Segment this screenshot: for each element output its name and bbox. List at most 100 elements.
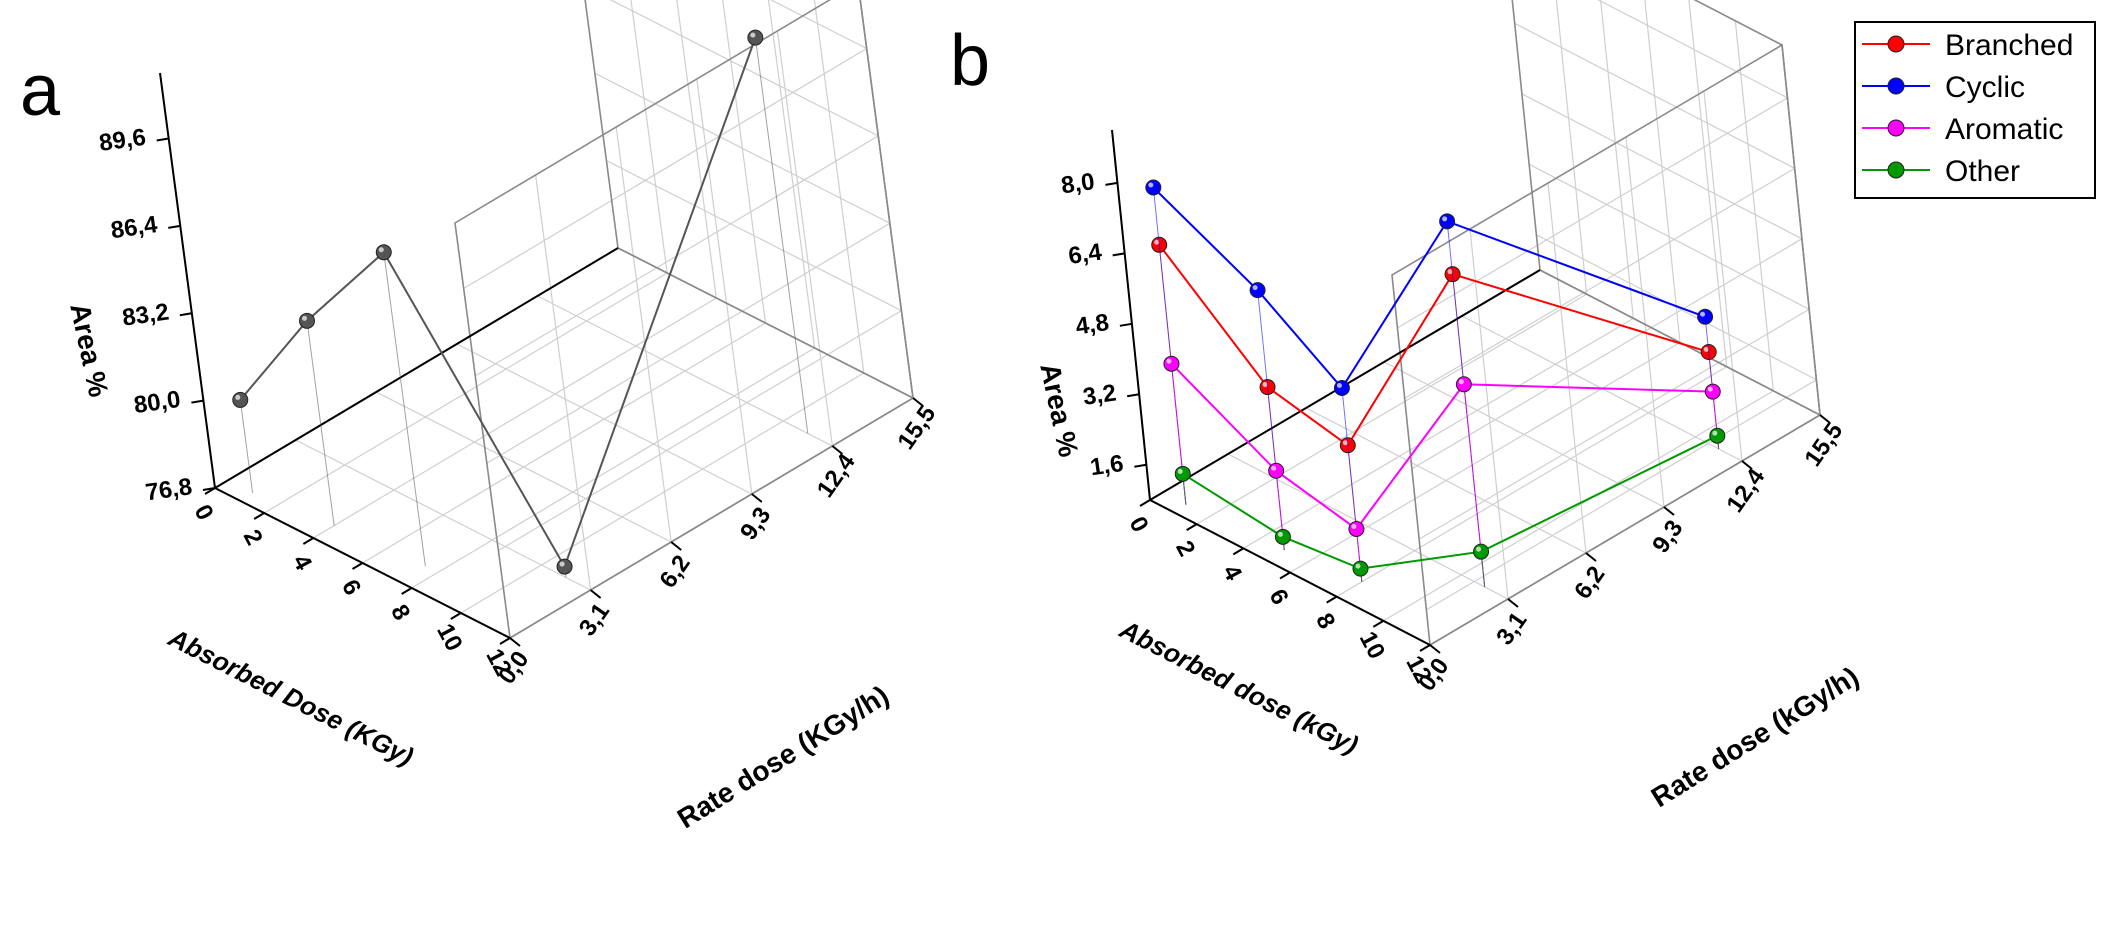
- x-tick: [1139, 499, 1151, 507]
- data-point-cyclic: [1697, 308, 1714, 325]
- data-point-aromatic: [1163, 355, 1180, 372]
- data-point-highlight: [1700, 311, 1706, 317]
- side-wall-grid-line: [606, 160, 902, 312]
- data-point-highlight: [559, 561, 565, 567]
- floor-grid-line: [1243, 317, 1634, 549]
- back-wall-grid-line: [1397, 97, 1788, 329]
- drop-line: [239, 399, 254, 493]
- data-point-highlight: [1252, 285, 1258, 291]
- back-wall-grid-line: [696, 78, 753, 495]
- series-line-other: [1182, 434, 1718, 570]
- data-point-highlight: [1447, 269, 1453, 275]
- side-wall-grid-line: [1688, 0, 1728, 367]
- back-wall-grid-line: [1418, 308, 1810, 540]
- z-tick: [1112, 252, 1125, 257]
- y-tick: [751, 493, 763, 503]
- y-tick-label: 6,2: [1569, 561, 1610, 604]
- data-point-highlight: [1342, 440, 1348, 446]
- drop-line: [306, 320, 335, 526]
- side-wall-grid-line: [1597, 0, 1788, 99]
- z-tick: [156, 137, 169, 142]
- x-tick: [401, 587, 413, 595]
- back-wall-grid-line: [486, 222, 891, 464]
- data-point-highlight: [1154, 239, 1160, 245]
- x-tick: [1419, 644, 1431, 652]
- side-wall-grid-line: [630, 0, 668, 274]
- y-tick-label: 3,1: [1491, 607, 1532, 650]
- legend-label: Cyclic: [1945, 71, 2025, 104]
- back-wall-grid-line: [1703, 90, 1743, 462]
- back-wall-grid-line: [1404, 167, 1795, 399]
- y-tick: [1585, 552, 1597, 562]
- side-wall-grid-line: [1521, 93, 1803, 240]
- x-tick-label: 6: [336, 575, 366, 599]
- data-point-other: [1174, 465, 1191, 482]
- x-tick-label: 10: [1354, 627, 1390, 663]
- legend-marker: [1887, 35, 1905, 53]
- z-tick-label: 83,2: [121, 298, 171, 331]
- back-wall-frame: [454, 0, 914, 640]
- back-wall-grid-line: [498, 310, 902, 552]
- back-wall-grid-line: [463, 48, 867, 290]
- y-axis-line: [214, 247, 619, 489]
- data-point-highlight: [1351, 523, 1357, 529]
- side-wall-grid-line: [722, 0, 767, 324]
- y-tick: [912, 397, 924, 407]
- legend-label: Other: [1945, 155, 2020, 188]
- x-tick-label: 8: [385, 600, 415, 624]
- z-tick-label: 6,4: [1067, 238, 1104, 269]
- z-tick-label: 8,0: [1059, 168, 1096, 199]
- data-point-highlight: [1262, 382, 1268, 388]
- back-wall-grid-line: [1625, 136, 1665, 508]
- y-tick-label: 3,1: [574, 598, 615, 641]
- series-line-cyclic: [1152, 186, 1706, 390]
- y-tick: [1741, 460, 1753, 470]
- z-tick: [179, 312, 193, 317]
- x-tick: [1186, 523, 1198, 532]
- side-wall-grid-line: [1514, 22, 1795, 169]
- y-tick: [670, 541, 682, 551]
- data-point-cyclic: [1439, 213, 1456, 230]
- side-wall-grid-line: [813, 0, 865, 374]
- side-wall-frame: [1511, 0, 1821, 417]
- data-point-highlight: [1148, 182, 1154, 188]
- x-tick-label: 2: [238, 525, 268, 549]
- data-point-highlight: [1712, 430, 1718, 436]
- z-tick-label: 80,0: [132, 386, 182, 419]
- back-wall-grid-line: [1469, 228, 1509, 600]
- x-tick-label: 8: [1310, 609, 1340, 633]
- z-tick-label: 76,8: [144, 473, 194, 506]
- floor-grid-line: [456, 343, 753, 495]
- floor-grid-line: [313, 297, 717, 539]
- legend-label: Branched: [1945, 29, 2073, 62]
- data-point-other: [1473, 543, 1490, 560]
- back-wall-grid-line: [1547, 182, 1587, 554]
- z-axis-line: [1111, 129, 1151, 501]
- y-tick-label: 9,3: [1647, 515, 1688, 558]
- panel-letter: a: [20, 51, 61, 131]
- side-wall-grid-line: [676, 0, 717, 299]
- legend: Branched Cyclic Aromatic Other: [1854, 21, 2096, 199]
- x-tick: [1372, 619, 1384, 628]
- data-point-highlight: [1177, 468, 1183, 474]
- y-axis-title: Rate dose (KGy/h): [672, 679, 894, 834]
- side-wall-frame: [584, 0, 914, 400]
- data-point-cyclic: [1145, 179, 1162, 196]
- z-axis-title: Area %: [64, 300, 114, 399]
- x-tick: [253, 512, 265, 520]
- floor-grid-line: [1336, 366, 1727, 598]
- y-tick: [1663, 506, 1675, 516]
- x-tick-label: 2: [1170, 536, 1200, 560]
- panel-letter: b: [950, 21, 990, 101]
- data-point-highlight: [1271, 465, 1277, 471]
- data-point-other: [1352, 560, 1369, 577]
- data-point-highlight: [378, 247, 384, 253]
- data-point-highlight: [1355, 563, 1361, 569]
- x-axis-title: Absorbed Dose (KGy): [163, 622, 418, 772]
- y-tick-label: 15,5: [892, 401, 941, 455]
- y-tick-label: 6,2: [654, 550, 695, 593]
- y-axis-title: Rate dose (kGy/h): [1646, 661, 1864, 813]
- floor-grid-line: [1196, 293, 1587, 525]
- y-tick-label: 12,4: [812, 448, 861, 502]
- z-tick-label: 4,8: [1074, 309, 1111, 340]
